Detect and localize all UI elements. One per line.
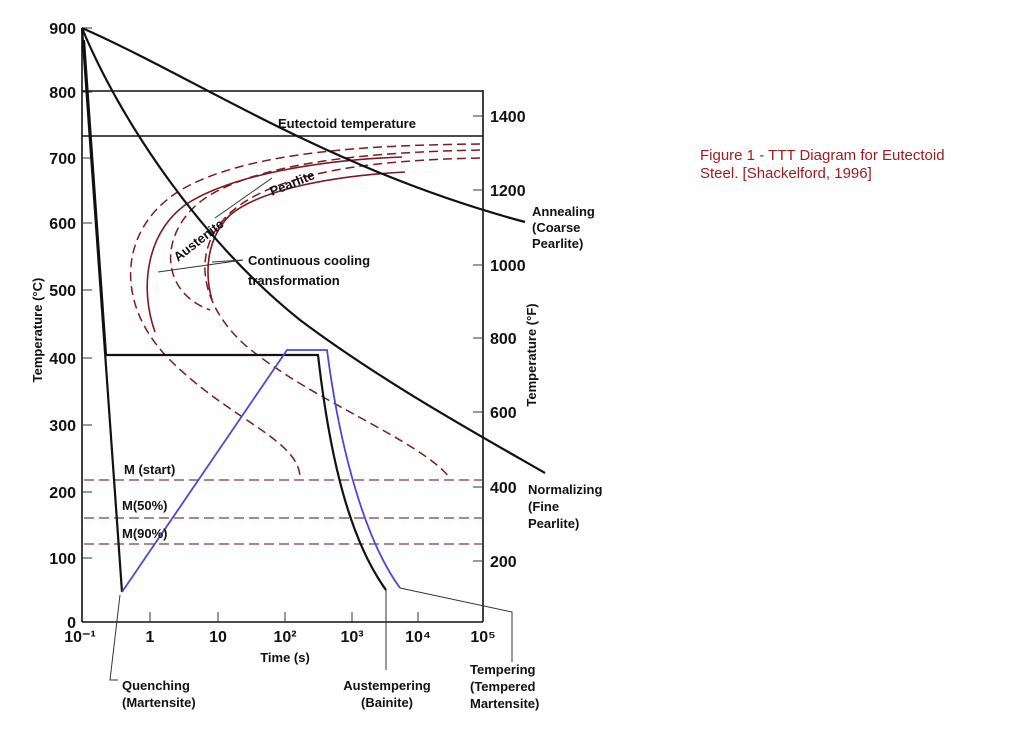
right-tick-labels: 1400 1200 1000 800 600 400 200 xyxy=(490,109,526,571)
frame xyxy=(81,28,484,623)
tick-label: 500 xyxy=(49,283,76,300)
annealing-label: Annealing (Coarse Pearlite) xyxy=(532,204,595,251)
tempering-label: Tempering (Tempered Martensite) xyxy=(470,662,539,711)
tick-label: 800 xyxy=(49,85,76,102)
leaders xyxy=(109,177,513,681)
caption: Figure 1 - TTT Diagram for Eutectoid Stee… xyxy=(700,147,945,182)
eutectoid-label: Eutectoid temperature xyxy=(278,116,416,131)
martensite-lines xyxy=(84,479,483,545)
tick-label: 100 xyxy=(49,551,76,568)
tick-label: 800 xyxy=(490,331,517,348)
tick-label: 400 xyxy=(49,351,76,368)
cooling-paths xyxy=(80,26,546,593)
tick-label: 200 xyxy=(490,554,517,571)
x-tick-labels: 10⁻¹ 1 10 10² 10³ 10⁴ 10⁵ xyxy=(64,629,495,646)
m-start-label: M (start) xyxy=(124,462,175,477)
x-axis-title: Time (s) xyxy=(260,650,310,665)
tick-label: 10⁴ xyxy=(405,629,431,646)
tick-label: 0 xyxy=(67,615,76,632)
m-90-label: M(90%) xyxy=(122,526,168,541)
left-tick-labels: 900 800 700 600 500 400 300 200 100 0 xyxy=(49,21,76,632)
tick-label: 700 xyxy=(49,151,76,168)
austempering-label: Austempering (Bainite) xyxy=(343,678,430,710)
ttt-curves xyxy=(129,143,481,479)
tick-label: 600 xyxy=(490,405,517,422)
tick-label: 10⁻¹ xyxy=(64,629,96,646)
tick-label: 10³ xyxy=(340,629,363,646)
left-axis-title: Temperature (°C) xyxy=(30,278,45,383)
tick-label: 400 xyxy=(490,480,517,497)
tick-label: 10⁵ xyxy=(470,629,495,646)
tick-label: 200 xyxy=(49,485,76,502)
tick-label: 1400 xyxy=(490,109,526,126)
quenching-label: Quenching (Martensite) xyxy=(122,678,196,710)
tick-label: 900 xyxy=(49,21,76,38)
tick-label: 1000 xyxy=(490,258,526,275)
cct-label: Continuous cooling transformation xyxy=(248,253,370,288)
tick-label: 10 xyxy=(209,629,227,646)
tick-label: 10² xyxy=(273,629,296,646)
normalizing-label: Normalizing (Fine Pearlite) xyxy=(528,482,602,531)
tick-label: 1200 xyxy=(490,183,526,200)
m-50-label: M(50%) xyxy=(122,498,168,513)
right-axis-title: Temperature (°F) xyxy=(524,303,539,406)
tick-label: 600 xyxy=(49,216,76,233)
tick-label: 300 xyxy=(49,418,76,435)
tick-label: 1 xyxy=(146,629,155,646)
